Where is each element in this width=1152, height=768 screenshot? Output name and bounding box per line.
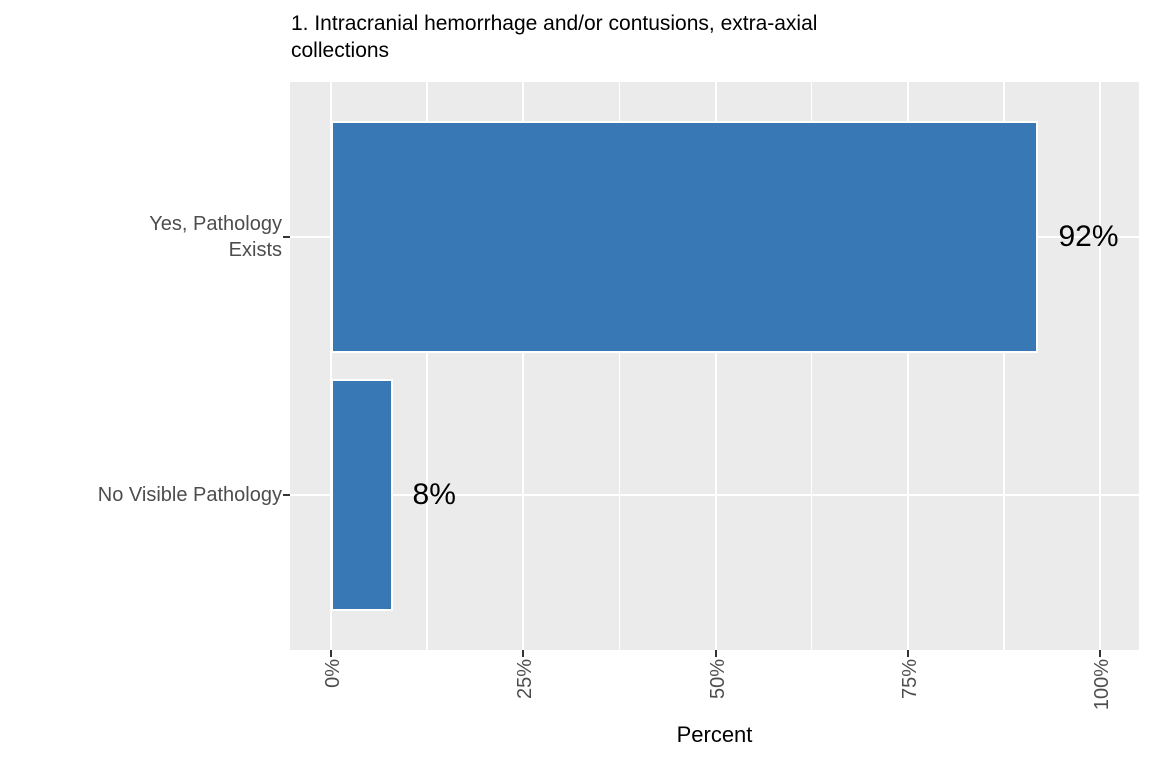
chart-title-line-1: 1. Intracranial hemorrhage and/or contus… <box>291 12 818 35</box>
x-axis-title: Percent <box>676 722 753 747</box>
plot-panel: 92% 8% <box>290 82 1139 650</box>
gridline-minor-vertical <box>618 82 621 650</box>
bar-value-label: 92% <box>1058 220 1119 253</box>
bar-yes-pathology-exists <box>331 121 1039 353</box>
chart-title: 1. Intracranial hemorrhage and/or contus… <box>291 10 1131 64</box>
x-axis-tick-label: 0% <box>322 659 344 688</box>
gridline-major-horizontal <box>290 494 1139 496</box>
x-axis-tick-label: 100% <box>1091 659 1113 711</box>
y-axis-category-label-line: Yes, Pathology <box>149 213 282 235</box>
gridline-minor-vertical <box>810 82 813 650</box>
x-axis-tick <box>714 650 717 657</box>
x-axis-tick <box>1099 650 1101 657</box>
y-axis-tick <box>283 494 290 496</box>
bar-no-visible-pathology <box>331 379 393 611</box>
y-axis-category-label-line: Exists <box>228 239 282 261</box>
x-axis-tick-label: 75% <box>898 659 921 700</box>
gridline-major-vertical <box>906 82 909 650</box>
y-axis-category-label: No Visible Pathology <box>20 482 282 508</box>
x-axis-tick <box>330 650 332 657</box>
gridline-major-vertical <box>1099 82 1101 650</box>
x-axis-tick <box>522 650 525 657</box>
gridline-major-vertical <box>330 82 332 650</box>
bar-value-label: 8% <box>412 478 456 511</box>
x-axis-tick-label: 25% <box>514 659 537 700</box>
gridline-minor-vertical <box>1003 82 1005 650</box>
gridline-minor-vertical <box>426 82 428 650</box>
y-axis-tick <box>283 236 290 238</box>
x-axis-tick-label: 50% <box>706 659 729 700</box>
x-axis-tick <box>906 650 909 657</box>
chart-title-line-2: collections <box>291 39 390 62</box>
gridline-major-vertical <box>522 82 525 650</box>
gridline-major-vertical <box>714 82 717 650</box>
y-axis-category-label: Yes, Pathology Exists <box>20 211 282 263</box>
y-axis-category-label-line: No Visible Pathology <box>97 484 282 506</box>
